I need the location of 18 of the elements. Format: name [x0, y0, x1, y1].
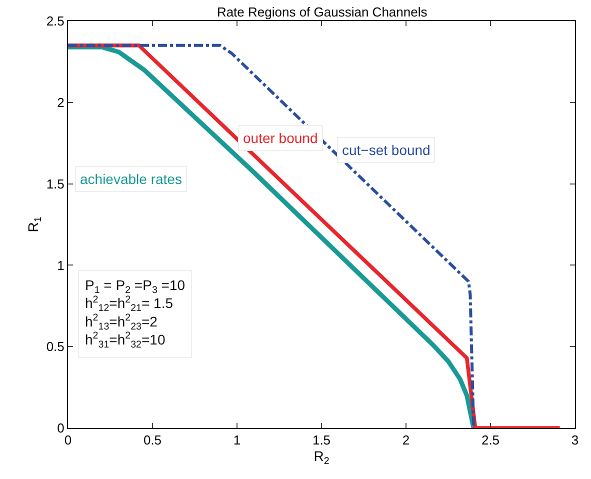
- text: P$_{1}$ = P$_{2}$ =P$_{3}$ =10 h$^{2}$$_{12}$=h$^{2}$$_{21}$= 1.5 h$^{2}$$_{13}$=h$^{2}$$_{23}$=2 h$^{2}$$_{31}$=h$^{2}$$_{32}$=10: [85, 277, 186, 351]
- chart-title: Rate Regions of Gaussian Channels: [216, 4, 428, 20]
- y-tick-label: 1: [57, 258, 64, 273]
- x-tick-label: 1: [233, 432, 241, 448]
- x-tick-label: 0.5: [143, 432, 162, 448]
- x-tick-label: 3: [571, 432, 579, 448]
- y-tick-label: 2: [57, 94, 64, 110]
- x-tick-label: 2: [402, 432, 410, 448]
- y-tick-label: 0: [57, 420, 64, 436]
- y-tick-label: 2.5: [46, 14, 64, 29]
- x-axis-title: R$_{2}$: [314, 448, 330, 467]
- series-label: outer bound: [243, 130, 318, 146]
- series-label: cut−set bound: [342, 142, 430, 158]
- y-tick-label: 1.5: [46, 176, 64, 192]
- x-tick-label: 2.5: [481, 432, 500, 448]
- y-tick-label: 0.5: [46, 339, 64, 354]
- text: achievable rates: [80, 171, 182, 187]
- x-tick-label: 1.5: [312, 432, 331, 448]
